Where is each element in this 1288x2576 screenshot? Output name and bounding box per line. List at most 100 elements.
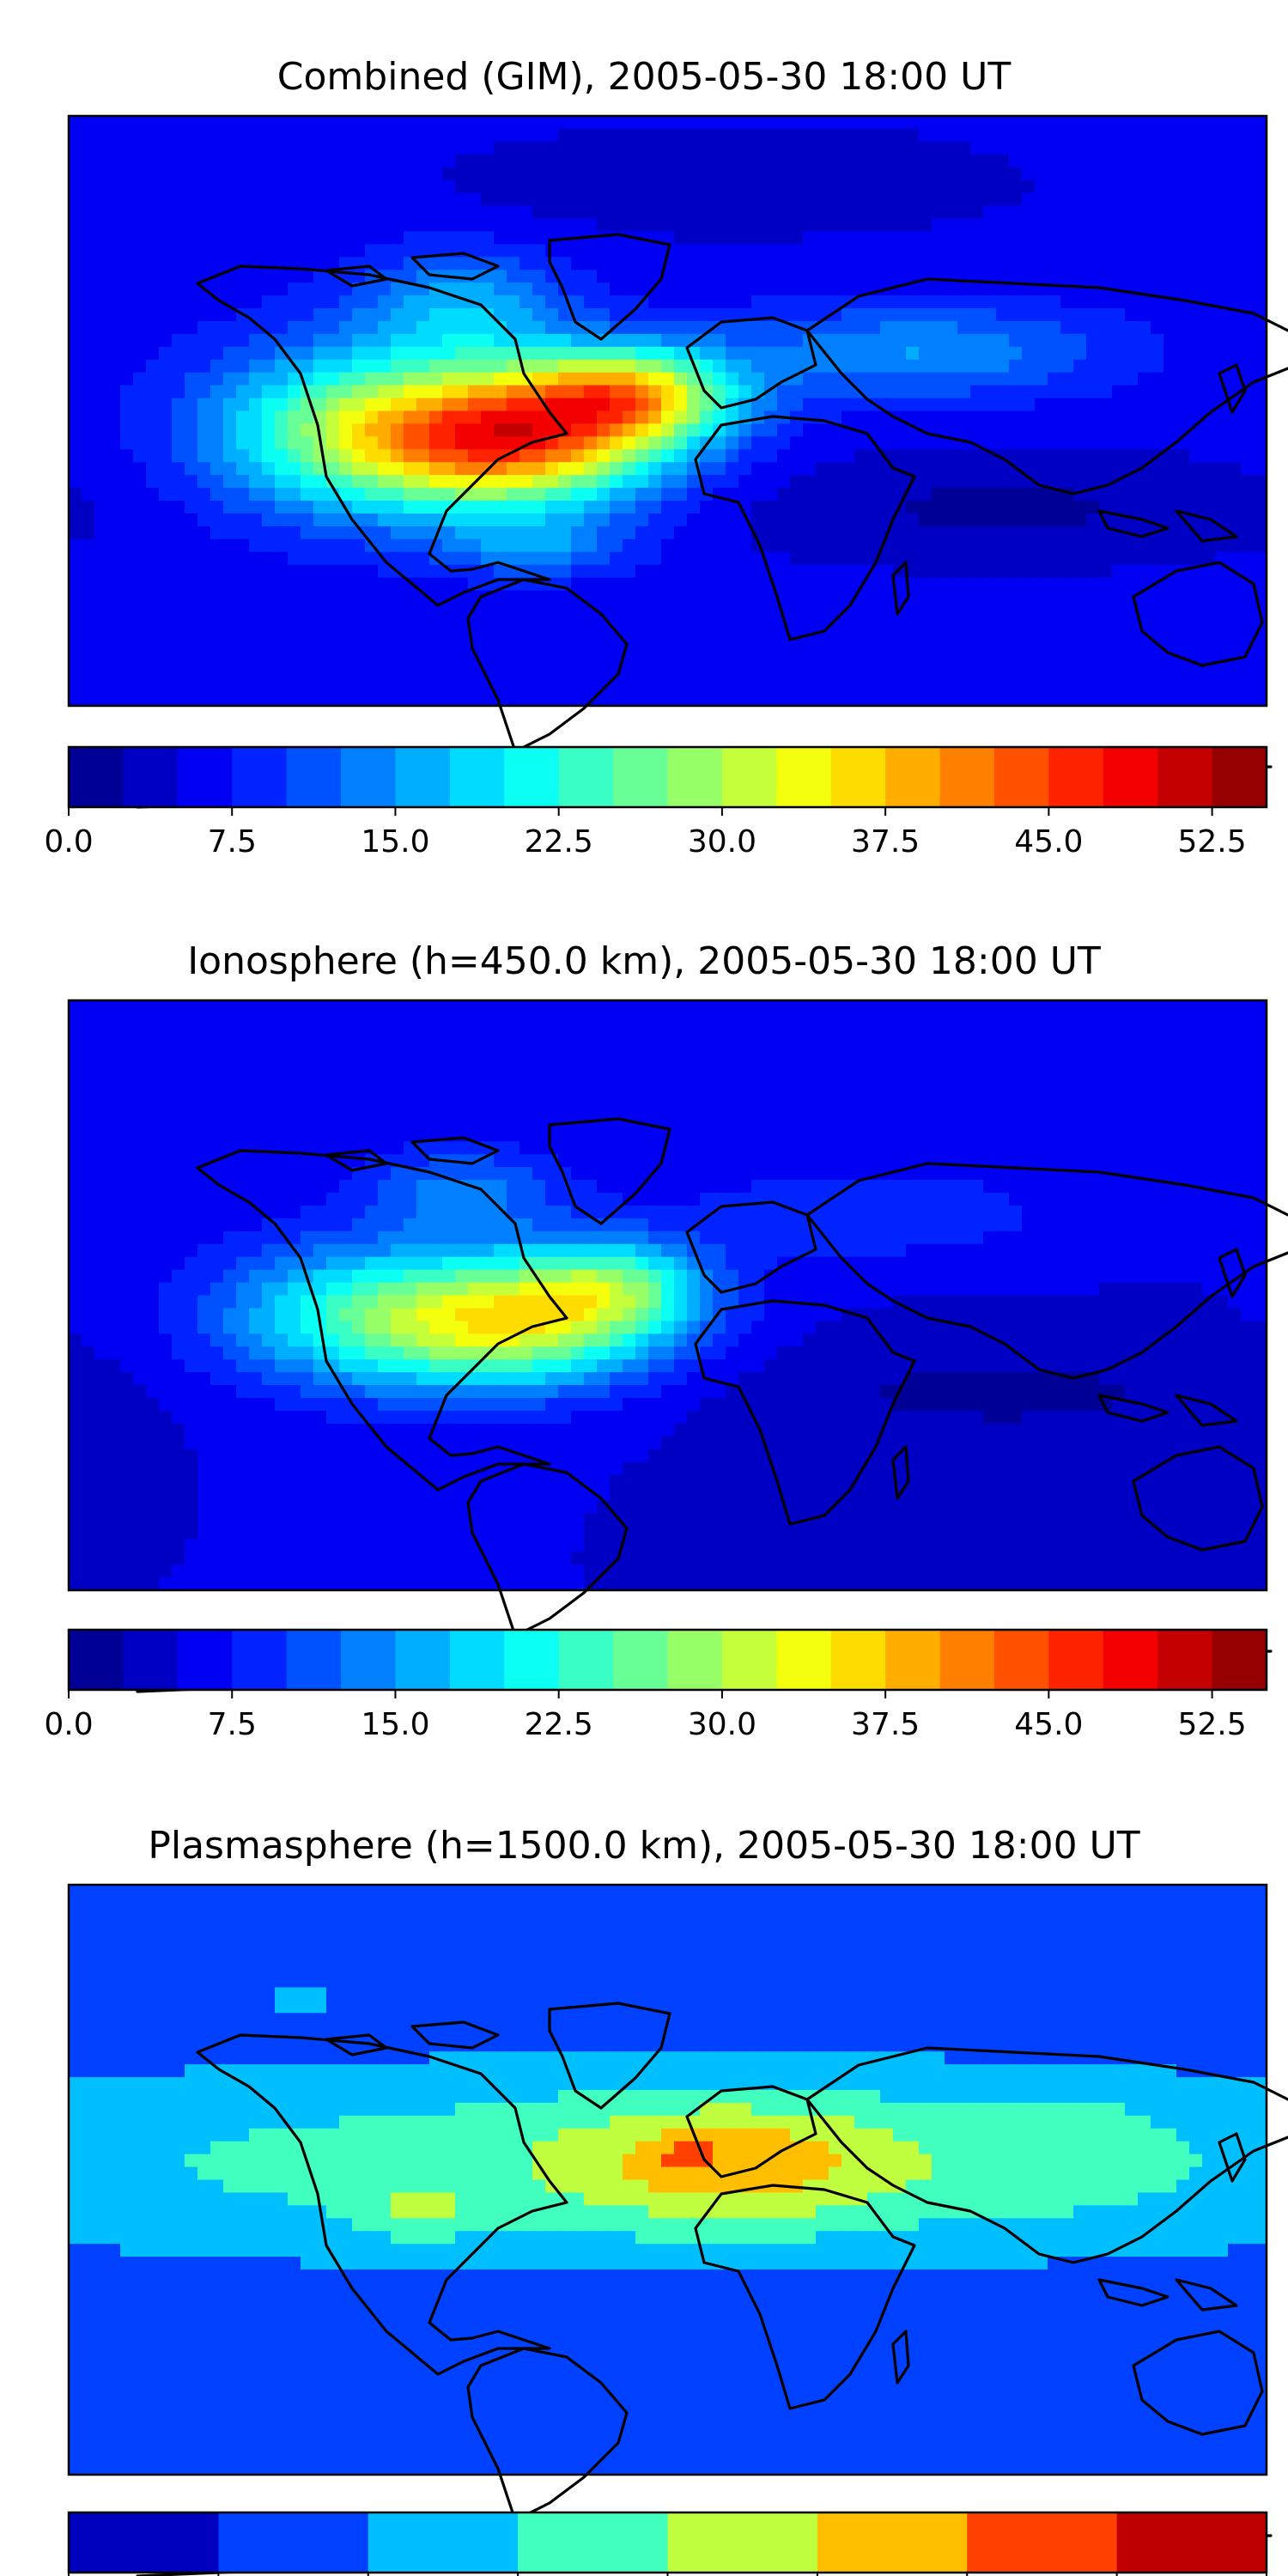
field-cell [919, 244, 933, 258]
field-cell [648, 218, 662, 233]
field-cell [236, 423, 250, 437]
field-cell [1202, 1025, 1216, 1040]
field-cell [532, 551, 546, 566]
field-cell [829, 192, 842, 207]
field-cell [1138, 359, 1151, 374]
field-cell [494, 283, 507, 296]
field-cell [803, 1077, 817, 1091]
field-cell [455, 385, 469, 399]
field-cell [69, 179, 82, 194]
field-cell [610, 333, 623, 348]
field-cell [262, 1000, 276, 1014]
field-cell [1163, 577, 1177, 592]
field-cell [687, 154, 701, 168]
field-cell [635, 693, 649, 707]
field-cell [82, 564, 95, 579]
field-cell [1163, 654, 1177, 668]
field-cell [700, 1025, 714, 1040]
field-cell [983, 359, 997, 374]
field-cell [1099, 693, 1113, 707]
field-cell [442, 359, 456, 374]
field-cell [970, 475, 984, 489]
field-cell [1215, 154, 1229, 168]
field-cell [455, 270, 469, 283]
field-cell [391, 346, 404, 361]
field-cell [519, 283, 533, 296]
field-cell [713, 333, 726, 348]
field-cell [996, 501, 1010, 514]
field-cell [957, 179, 971, 194]
field-cell [1060, 680, 1074, 694]
field-cell [378, 295, 392, 309]
field-cell [262, 1064, 276, 1078]
field-cell [661, 423, 675, 437]
field-cell [558, 128, 572, 143]
field-cell [172, 680, 185, 694]
field-cell [172, 423, 185, 437]
field-cell [829, 1051, 842, 1066]
field-cell [326, 141, 340, 155]
field-cell [391, 462, 404, 476]
field-cell [893, 179, 907, 194]
field-cell [1176, 283, 1190, 296]
field-cell [326, 192, 340, 207]
field-cell [906, 680, 920, 694]
field-cell [700, 449, 714, 463]
field-cell [404, 295, 417, 309]
field-cell [262, 1012, 276, 1027]
field-cell [146, 462, 160, 476]
field-cell [146, 116, 160, 130]
field-cell [519, 128, 533, 143]
field-cell [120, 1000, 134, 1014]
field-cell [159, 218, 173, 233]
field-cell [69, 1038, 82, 1053]
field-cell [983, 333, 997, 348]
field-cell [133, 616, 147, 629]
field-cell [648, 333, 662, 348]
field-cell [236, 488, 250, 501]
field-cell [1048, 359, 1061, 374]
field-cell [1138, 320, 1151, 335]
field-cell [69, 270, 82, 283]
field-cell [301, 333, 314, 348]
field-cell [262, 128, 276, 143]
field-cell [1241, 398, 1255, 412]
field-cell [223, 654, 237, 668]
field-cell [172, 1000, 185, 1014]
field-cell [674, 616, 688, 629]
field-cell [597, 680, 611, 694]
field-cell [803, 526, 817, 540]
field-cell [610, 270, 623, 283]
field-cell [197, 1077, 211, 1091]
field-cell [867, 488, 881, 501]
field-cell [159, 205, 173, 220]
colorbar-segment [123, 747, 179, 807]
field-cell [107, 295, 121, 309]
field-cell [275, 590, 289, 605]
field-cell [1138, 641, 1151, 655]
field-cell [1073, 577, 1087, 592]
field-cell [185, 1012, 198, 1027]
field-cell [893, 244, 907, 258]
field-cell [713, 346, 726, 361]
field-cell [197, 244, 211, 258]
field-cell [301, 693, 314, 707]
field-cell [1215, 128, 1229, 143]
field-cell [919, 192, 933, 207]
field-cell [738, 218, 752, 233]
field-cell [210, 167, 224, 181]
field-cell [416, 205, 430, 220]
field-cell [210, 346, 224, 361]
field-cell [301, 167, 314, 181]
field-cell [82, 1051, 95, 1066]
field-cell [172, 116, 185, 130]
field-cell [1163, 205, 1177, 220]
field-cell [223, 179, 237, 194]
field-cell [69, 359, 82, 374]
field-cell [1163, 449, 1177, 463]
field-cell [687, 1025, 701, 1040]
field-cell [957, 295, 971, 309]
field-cell [442, 116, 456, 130]
field-cell [790, 141, 804, 155]
field-cell [1022, 436, 1036, 450]
